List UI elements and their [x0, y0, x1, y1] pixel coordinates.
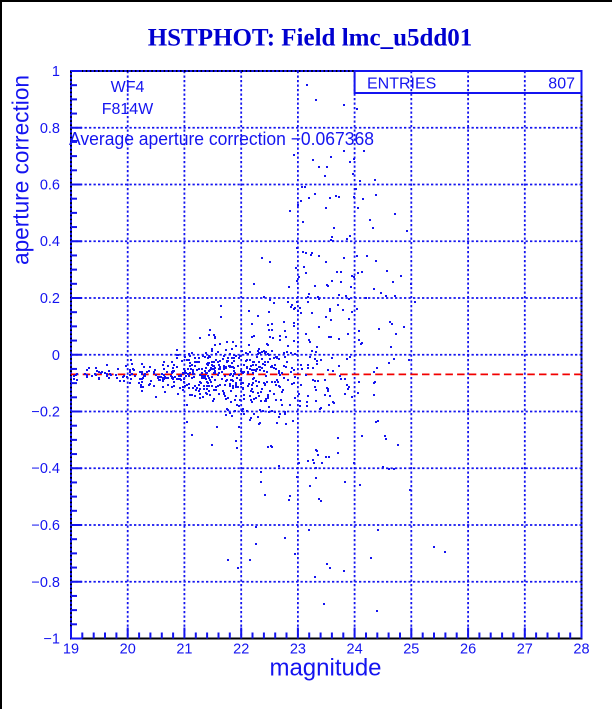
svg-text:0.2: 0.2	[40, 291, 60, 307]
svg-text:HSTPHOT: Field lmc_u5dd01: HSTPHOT: Field lmc_u5dd01	[148, 25, 473, 52]
svg-text:0.6: 0.6	[40, 178, 60, 194]
svg-text:0: 0	[52, 348, 60, 364]
svg-text:−0.2: −0.2	[31, 405, 60, 421]
svg-text:−0.6: −0.6	[31, 518, 60, 534]
svg-text:−0.4: −0.4	[31, 461, 60, 477]
svg-text:807: 807	[548, 76, 575, 93]
svg-text:F814W: F814W	[102, 101, 154, 118]
svg-text:27: 27	[517, 642, 533, 658]
svg-text:Average aperture correction −0: Average aperture correction −0.067368	[69, 128, 374, 149]
svg-text:21: 21	[176, 642, 192, 658]
svg-text:23: 23	[290, 642, 306, 658]
svg-text:1: 1	[52, 64, 60, 80]
svg-text:26: 26	[460, 642, 476, 658]
svg-text:magnitude: magnitude	[269, 655, 381, 682]
svg-text:ENTRIES: ENTRIES	[367, 76, 436, 93]
svg-text:WF4: WF4	[111, 79, 145, 96]
svg-text:24: 24	[347, 642, 363, 658]
svg-text:aperture correction: aperture correction	[8, 75, 34, 265]
svg-text:22: 22	[233, 642, 249, 658]
svg-text:−0.8: −0.8	[31, 575, 60, 591]
svg-text:25: 25	[403, 642, 419, 658]
svg-text:−1: −1	[43, 632, 60, 648]
svg-text:0.8: 0.8	[40, 121, 60, 137]
svg-text:0.4: 0.4	[40, 234, 60, 250]
svg-text:28: 28	[573, 642, 589, 658]
svg-text:19: 19	[63, 642, 79, 658]
svg-text:20: 20	[120, 642, 136, 658]
